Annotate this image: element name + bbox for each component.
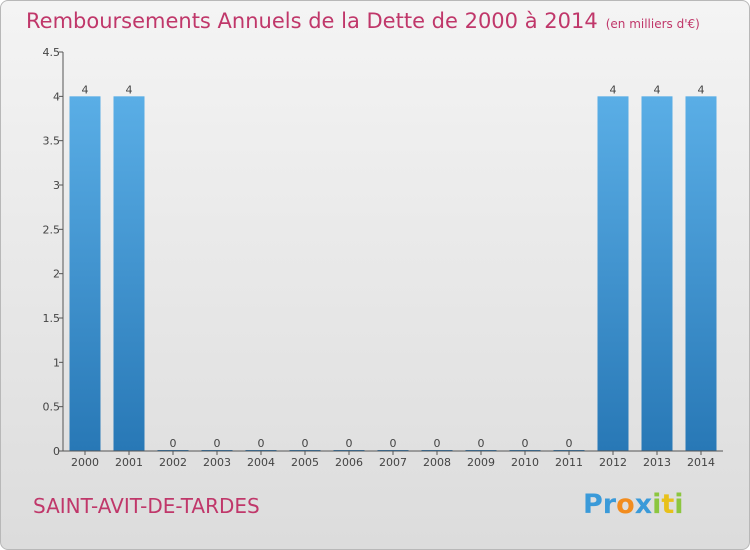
value-label-2004: 0 xyxy=(258,437,265,450)
y-tick-label-0.5: 0.5 xyxy=(43,401,61,414)
y-tick-label-4: 4 xyxy=(53,90,60,103)
value-label-2008: 0 xyxy=(434,437,441,450)
location-label: SAINT-AVIT-DE-TARDES xyxy=(33,494,260,518)
chart-subtitle: (en milliers d'€) xyxy=(605,17,700,31)
logo-letter: i xyxy=(652,489,662,520)
x-tick-label-2008: 2008 xyxy=(423,456,451,469)
x-tick-label-2013: 2013 xyxy=(643,456,671,469)
value-label-2014: 4 xyxy=(698,83,705,96)
value-label-2010: 0 xyxy=(522,437,529,450)
value-label-2003: 0 xyxy=(214,437,221,450)
x-tick-label-2002: 2002 xyxy=(159,456,187,469)
y-tick-label-3: 3 xyxy=(53,179,60,192)
y-tick-label-2: 2 xyxy=(53,268,60,281)
bar-2013 xyxy=(641,96,673,451)
y-tick-label-4.5: 4.5 xyxy=(43,46,61,59)
x-tick-label-2001: 2001 xyxy=(115,456,143,469)
bar-2014 xyxy=(685,96,717,451)
chart-title: Remboursements Annuels de la Dette de 20… xyxy=(26,9,700,33)
x-tick-label-2004: 2004 xyxy=(247,456,275,469)
value-label-2013: 4 xyxy=(654,83,661,96)
value-label-2012: 4 xyxy=(610,83,617,96)
bars-group: 4 4 0 0 0 0 0 0 0 0 0 0 4 4 4 xyxy=(69,83,717,451)
y-tick-label-0: 0 xyxy=(53,445,60,458)
bar-2001 xyxy=(113,96,145,451)
x-tick-label-2007: 2007 xyxy=(379,456,407,469)
x-tick-label-2014: 2014 xyxy=(687,456,715,469)
value-label-2000: 4 xyxy=(82,83,89,96)
logo-letter: P xyxy=(583,489,603,520)
value-label-2005: 0 xyxy=(302,437,309,450)
y-tick-label-1.5: 1.5 xyxy=(43,312,61,325)
x-tick-label-2006: 2006 xyxy=(335,456,363,469)
logo-letter: t xyxy=(661,489,675,520)
value-label-2002: 0 xyxy=(170,437,177,450)
bar-2012 xyxy=(597,96,629,451)
x-tick-label-2012: 2012 xyxy=(599,456,627,469)
y-tick-label-1: 1 xyxy=(53,356,60,369)
value-label-2007: 0 xyxy=(390,437,397,450)
logo-letter: r xyxy=(602,489,617,520)
x-tick-label-2009: 2009 xyxy=(467,456,495,469)
value-label-2001: 4 xyxy=(126,83,133,96)
x-tick-label-2000: 2000 xyxy=(71,456,99,469)
x-tick-label-2010: 2010 xyxy=(511,456,539,469)
x-tick-label-2011: 2011 xyxy=(555,456,583,469)
value-label-2009: 0 xyxy=(478,437,485,450)
axes-group: 2000 2001 2002 2003 2004 2005 2006 2007 2008 2009… xyxy=(43,46,723,469)
logo-letter: i xyxy=(674,489,684,520)
value-label-2011: 0 xyxy=(566,437,573,450)
value-label-2006: 0 xyxy=(346,437,353,450)
bar-2000 xyxy=(69,96,101,451)
logo-letter: o xyxy=(616,489,635,520)
chart-title-text: Remboursements Annuels de la Dette de 20… xyxy=(26,9,598,33)
y-tick-label-2.5: 2.5 xyxy=(43,223,61,236)
logo-letter: x xyxy=(634,489,653,520)
y-tick-label-3.5: 3.5 xyxy=(43,135,61,148)
x-tick-label-2005: 2005 xyxy=(291,456,319,469)
x-tick-label-2003: 2003 xyxy=(203,456,231,469)
proxiti-logo: Proxiti xyxy=(583,489,684,520)
